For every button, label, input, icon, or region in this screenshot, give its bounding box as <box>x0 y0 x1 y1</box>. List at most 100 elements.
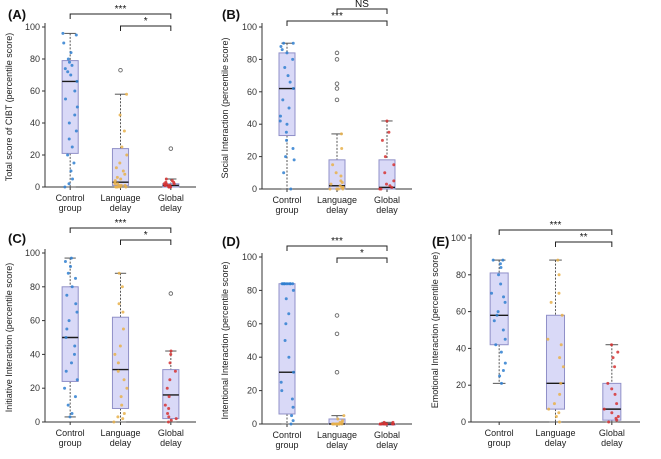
significance-bracket <box>69 227 172 233</box>
data-point <box>498 374 502 378</box>
outlier-point <box>334 369 340 375</box>
data-point <box>341 187 345 191</box>
data-point <box>499 265 503 269</box>
x-category-label: Language delay <box>535 428 575 448</box>
data-point <box>67 182 71 186</box>
data-point <box>125 386 129 390</box>
box-iqr <box>278 283 296 415</box>
significance-bracket <box>498 229 613 235</box>
data-point <box>554 414 558 418</box>
data-point <box>501 258 505 262</box>
data-point <box>166 412 170 416</box>
data-point <box>380 422 384 426</box>
data-point <box>292 158 296 162</box>
data-point <box>558 356 562 360</box>
significance-bracket <box>336 8 388 14</box>
data-point <box>383 171 387 175</box>
data-point <box>383 155 387 159</box>
data-point <box>167 406 171 410</box>
data-point <box>611 356 615 360</box>
data-point <box>284 297 288 301</box>
data-point <box>283 66 287 69</box>
data-point <box>61 31 65 35</box>
data-point <box>288 80 292 84</box>
data-point <box>284 130 288 134</box>
y-tick-label: 40 <box>456 343 466 353</box>
data-point <box>123 172 127 176</box>
data-point <box>549 300 553 304</box>
data-point <box>67 137 71 141</box>
significance-label: *** <box>331 11 343 22</box>
data-point <box>122 129 126 133</box>
data-point <box>62 41 66 45</box>
panel-label: (B) <box>222 7 240 22</box>
y-tick-label: 60 <box>30 86 40 96</box>
data-point <box>557 273 561 277</box>
y-tick-label: 40 <box>30 349 40 359</box>
data-point <box>64 97 68 101</box>
data-point <box>63 185 67 189</box>
data-point <box>163 403 167 407</box>
data-point <box>73 89 77 93</box>
data-point <box>118 113 122 117</box>
data-point <box>499 381 503 385</box>
y-tick-label: 60 <box>456 307 466 317</box>
data-point <box>546 337 550 341</box>
data-point <box>68 265 72 269</box>
data-point <box>610 411 614 415</box>
data-point <box>114 185 118 189</box>
data-point <box>606 381 610 385</box>
data-point <box>172 182 176 186</box>
y-tick-label: 20 <box>247 152 257 162</box>
data-point <box>331 163 335 167</box>
y-tick-label: 20 <box>456 380 466 390</box>
data-point <box>65 293 69 297</box>
data-point <box>67 319 71 323</box>
data-point <box>166 420 170 424</box>
data-point <box>285 122 289 126</box>
outlier-point <box>334 50 340 56</box>
significance-bracket <box>286 20 388 26</box>
data-point <box>63 67 67 71</box>
data-point <box>119 395 123 399</box>
data-point <box>291 288 295 292</box>
data-point <box>70 285 74 289</box>
data-point <box>114 166 118 170</box>
significance-bracket <box>336 257 388 263</box>
significance-label: * <box>144 230 148 241</box>
data-point <box>66 271 70 275</box>
x-category-label: Language delay <box>100 193 140 213</box>
data-point <box>392 179 396 183</box>
data-point <box>72 161 76 165</box>
box-iqr <box>111 316 130 409</box>
y-tick-label: 0 <box>461 417 466 427</box>
data-point <box>380 138 384 142</box>
data-point <box>287 312 291 316</box>
data-point <box>286 74 290 78</box>
data-point <box>69 73 73 77</box>
y-tick-label: 40 <box>30 118 40 128</box>
data-point <box>69 361 73 365</box>
data-point <box>70 63 74 67</box>
data-point <box>284 322 288 326</box>
significance-bracket <box>555 241 613 247</box>
data-point <box>334 171 338 175</box>
x-category-label: Control group <box>56 193 85 213</box>
data-point <box>291 41 295 45</box>
y-tick-label: 100 <box>242 22 257 32</box>
data-point <box>503 361 507 365</box>
data-point <box>331 422 335 426</box>
data-point <box>557 420 561 424</box>
data-point <box>112 420 116 424</box>
y-tick-label: 80 <box>456 270 466 280</box>
y-tick-label: 20 <box>30 383 40 393</box>
panel-e: (E) 0 20 40 60 80 100 Emotional Interaction (pe… <box>430 220 640 448</box>
data-point <box>118 344 122 348</box>
y-tick-label: 80 <box>247 285 257 295</box>
data-point <box>559 381 563 385</box>
data-point <box>291 87 295 91</box>
y-tick-label: 0 <box>35 182 40 192</box>
data-point <box>73 344 77 348</box>
data-point <box>340 147 344 150</box>
